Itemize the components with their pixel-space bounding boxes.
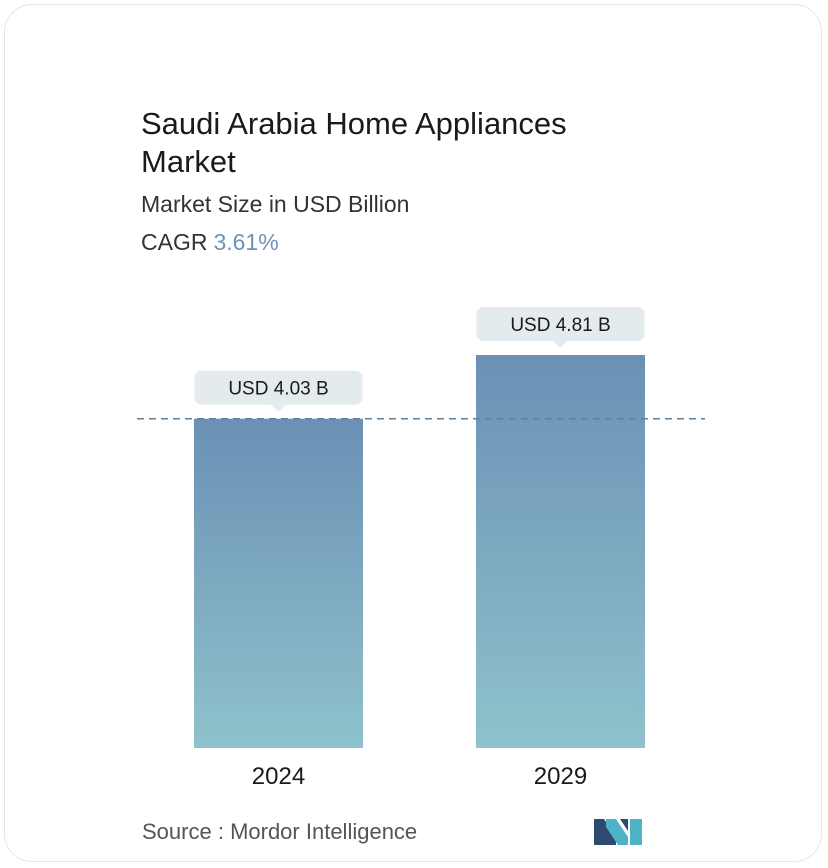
x-tick-label-2029: 2029 <box>534 763 587 790</box>
data-label-2024: USD 4.03 B <box>228 379 328 400</box>
data-label-pointer-2029 <box>553 341 568 348</box>
source-line: Source : Mordor Intelligence <box>142 819 417 845</box>
bar-2024 <box>194 418 363 748</box>
cagr-label: CAGR <box>141 229 208 255</box>
cagr-value: 3.61% <box>213 229 279 255</box>
cagr-line: CAGR 3.61% <box>141 229 279 256</box>
chart-card: Saudi Arabia Home Appliances Market Mark… <box>4 4 822 862</box>
x-tick-label-2024: 2024 <box>252 763 305 790</box>
data-label-pointer-2024 <box>271 404 286 412</box>
data-label-bubble-2024 <box>194 370 363 405</box>
chart-subtitle: Market Size in USD Billion <box>141 191 410 217</box>
chart-title: Saudi Arabia Home Appliances Market <box>141 106 567 179</box>
source-name: Mordor Intelligence <box>230 819 418 844</box>
data-label-bubble-2029 <box>476 307 645 341</box>
source-label: Source : <box>142 819 224 844</box>
mordor-logo-icon <box>594 819 642 845</box>
data-label-2029: USD 4.81 B <box>510 315 610 336</box>
bar-2029 <box>476 355 645 748</box>
